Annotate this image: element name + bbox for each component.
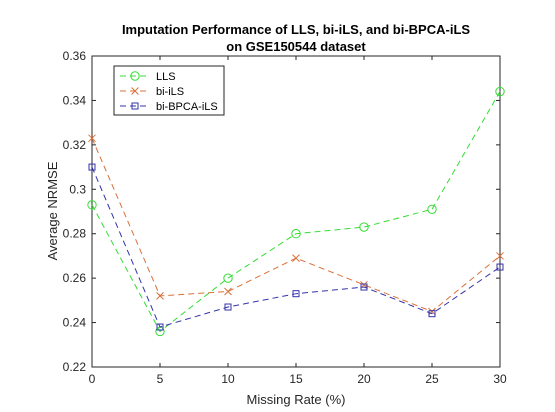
data-point-bi-ils [224, 287, 232, 296]
data-point-bi-bpca-ils [156, 323, 164, 331]
chart-title-line-1: Imputation Performance of LLS, bi-iLS, a… [122, 22, 470, 37]
data-point-bi-bpca-ils [88, 163, 96, 171]
data-point-bi-bpca-ils [428, 310, 436, 318]
data-point-lls [427, 204, 437, 214]
series-line-lls [91, 91, 501, 333]
legend-marker-bi-bpca-ils [131, 102, 139, 110]
x-tick-label: 30 [493, 372, 507, 386]
data-point-bi-bpca-ils [224, 303, 232, 311]
legend-entry-label: LLS [156, 71, 176, 83]
y-tick-label: 0.26 [63, 271, 87, 285]
x-axis-label: Missing Rate (%) [247, 392, 346, 407]
data-point-bi-ils [496, 252, 504, 260]
data-point-bi-bpca-ils [292, 290, 300, 298]
legend-marker-lls [130, 71, 140, 81]
x-tick-label: 20 [357, 372, 371, 386]
data-point-lls [223, 273, 233, 283]
plot-area: 0 5 10 15 20 25 30 0.22 0.24 0.26 0.28 0.3 0.32 0.34 0… [63, 49, 507, 386]
data-point-lls [291, 229, 301, 239]
y-tick-label: 0.22 [63, 360, 87, 374]
data-point-lls [359, 222, 369, 232]
y-tick-label: 0.24 [63, 316, 87, 330]
x-tick-label: 5 [157, 372, 164, 386]
data-point-bi-ils [360, 280, 368, 289]
x-tick-label: 25 [425, 372, 439, 386]
y-tick-label: 0.32 [63, 138, 87, 152]
legend-entry-label: bi-BPCA-iLS [156, 101, 218, 113]
data-point-bi-ils [156, 292, 164, 300]
x-tick-label: 15 [289, 372, 303, 386]
data-point-bi-ils [428, 307, 436, 316]
data-point-lls [495, 86, 505, 97]
series-line-bi-bpca-ils [91, 166, 501, 328]
y-axis-label: Average NRMSE [45, 161, 60, 260]
legend: LLS bi-iLS bi-BPCA-iLS [113, 65, 225, 116]
series-line-bi-ils [91, 137, 501, 313]
y-tick-label: 0.3 [69, 182, 86, 196]
y-tick-label: 0.34 [63, 93, 87, 107]
legend-entry-label: bi-iLS [156, 86, 184, 98]
data-point-bi-bpca-ils [496, 263, 504, 271]
data-point-bi-ils [292, 254, 300, 263]
data-point-bi-bpca-ils [360, 283, 368, 291]
data-point-lls [87, 200, 97, 210]
x-tick-label: 0 [89, 372, 96, 386]
data-point-bi-ils [88, 134, 96, 143]
y-tick-label: 0.36 [63, 49, 87, 63]
y-tick-label: 0.28 [63, 227, 87, 241]
x-tick-label: 10 [221, 372, 235, 386]
chart-title-line-2: on GSE150544 dataset [226, 39, 366, 54]
legend-marker-bi-ils [131, 87, 139, 95]
